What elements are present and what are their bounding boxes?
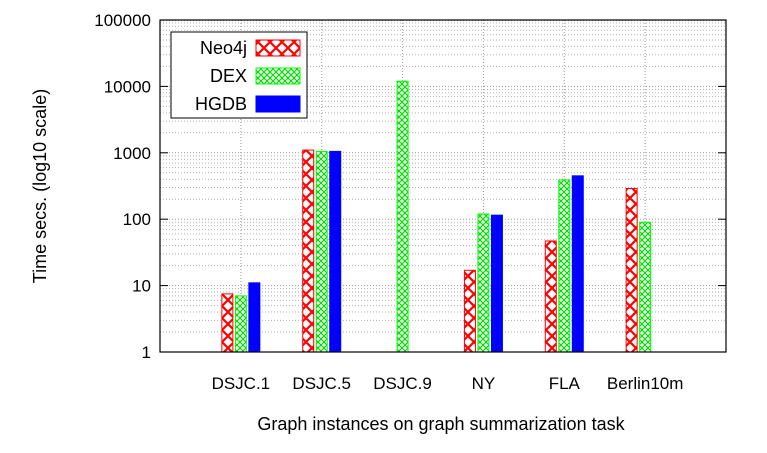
x-tick-label: FLA <box>549 374 581 393</box>
legend-label-hgdb: HGDB <box>195 94 247 114</box>
x-tick-label: DSJC.5 <box>292 374 351 393</box>
bar-dex-dsjc.1 <box>234 295 247 353</box>
legend-swatch-dex <box>255 67 301 85</box>
bar-hgdb-dsjc.5 <box>329 150 342 353</box>
y-tick-label: 10 <box>132 277 151 296</box>
bar-dex-dsjc.5 <box>315 150 328 353</box>
x-tick-label: NY <box>472 374 496 393</box>
legend-label-neo4j: Neo4j <box>200 38 247 58</box>
bar-dex-fla <box>558 179 571 353</box>
y-tick-label: 10000 <box>104 77 151 96</box>
bar-hgdb-ny <box>490 214 503 353</box>
bar-hgdb-fla <box>571 175 584 353</box>
plot-frame <box>159 19 727 353</box>
x-axis-label: Graph instances on graph summarization t… <box>257 414 625 434</box>
y-tick-label: 1 <box>142 343 151 362</box>
bar-dex-berlin10m <box>639 221 652 353</box>
bars <box>221 80 652 353</box>
bar-neo4j-dsjc.1 <box>221 293 234 353</box>
x-tick-label: DSJC.9 <box>373 374 432 393</box>
y-axis-label: Time secs. (log10 scale) <box>30 89 50 283</box>
y-tick-label: 100 <box>123 210 151 229</box>
bar-neo4j-dsjc.5 <box>302 149 315 353</box>
bar-dex-dsjc.9 <box>396 80 409 353</box>
legend-swatch-hgdb <box>255 95 301 113</box>
bar-hgdb-dsjc.1 <box>248 282 261 353</box>
axes: DSJC.1 DSJC.5 DSJC.9 NY FLA Berlin10m 1 10 100 10… <box>94 11 727 393</box>
bar-dex-ny <box>477 213 490 353</box>
x-tick-label: Berlin10m <box>607 374 684 393</box>
legend-swatch-neo4j <box>255 39 301 57</box>
bar-neo4j-ny <box>463 269 476 353</box>
bar-neo4j-berlin10m <box>625 187 638 353</box>
y-tick-label: 100000 <box>94 11 151 30</box>
x-tick-label: DSJC.1 <box>212 374 271 393</box>
legend-label-dex: DEX <box>210 66 247 86</box>
bar-neo4j-fla <box>544 240 557 353</box>
y-tick-label: 1000 <box>113 144 151 163</box>
legend: Neo4j DEX HGDB <box>170 31 308 119</box>
